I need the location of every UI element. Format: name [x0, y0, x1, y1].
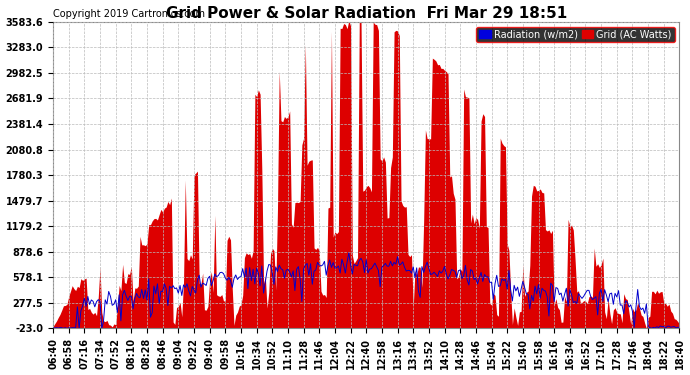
Text: Copyright 2019 Cartronics.com: Copyright 2019 Cartronics.com	[53, 9, 205, 19]
Legend: Radiation (w/m2), Grid (AC Watts): Radiation (w/m2), Grid (AC Watts)	[476, 27, 675, 42]
Title: Grid Power & Solar Radiation  Fri Mar 29 18:51: Grid Power & Solar Radiation Fri Mar 29 …	[166, 6, 567, 21]
